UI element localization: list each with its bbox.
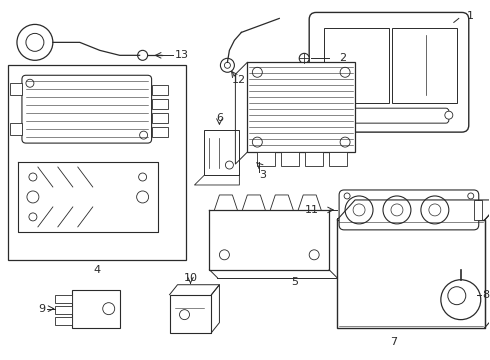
Circle shape — [353, 204, 365, 216]
Bar — [329, 152, 347, 166]
Text: 4: 4 — [93, 265, 100, 275]
Circle shape — [383, 196, 411, 224]
Circle shape — [29, 213, 37, 221]
Text: 7: 7 — [391, 337, 397, 347]
Circle shape — [29, 173, 37, 181]
Circle shape — [252, 67, 262, 77]
Text: 3: 3 — [259, 170, 267, 180]
Circle shape — [468, 193, 474, 199]
FancyBboxPatch shape — [309, 13, 469, 132]
Circle shape — [224, 62, 230, 68]
Text: 1: 1 — [467, 12, 474, 22]
Circle shape — [344, 193, 350, 199]
Text: 9: 9 — [38, 304, 45, 314]
Bar — [10, 83, 22, 95]
Bar — [324, 28, 389, 103]
Circle shape — [139, 173, 147, 181]
Circle shape — [441, 280, 481, 320]
Circle shape — [445, 111, 453, 119]
Text: 10: 10 — [183, 273, 197, 283]
Circle shape — [140, 131, 147, 139]
Circle shape — [345, 196, 373, 224]
Bar — [305, 152, 323, 166]
Bar — [247, 62, 355, 152]
Bar — [281, 152, 299, 166]
Bar — [72, 290, 120, 328]
FancyBboxPatch shape — [22, 75, 151, 143]
Circle shape — [309, 250, 319, 260]
FancyBboxPatch shape — [339, 190, 479, 230]
Circle shape — [225, 161, 233, 169]
Bar — [10, 123, 22, 135]
Text: 2: 2 — [339, 53, 346, 63]
Circle shape — [391, 204, 403, 216]
Text: 6: 6 — [216, 113, 223, 123]
Bar — [151, 113, 168, 123]
Circle shape — [429, 204, 441, 216]
Circle shape — [327, 111, 335, 119]
Circle shape — [299, 53, 309, 63]
Bar — [474, 200, 482, 220]
Circle shape — [421, 196, 449, 224]
Text: 13: 13 — [174, 50, 189, 60]
Bar — [257, 152, 275, 166]
Circle shape — [103, 303, 115, 315]
Text: 12: 12 — [232, 75, 246, 85]
Text: 8: 8 — [483, 290, 490, 300]
FancyBboxPatch shape — [321, 108, 449, 123]
Circle shape — [179, 310, 190, 320]
Bar — [55, 295, 72, 303]
Circle shape — [138, 50, 147, 60]
Text: 5: 5 — [291, 277, 298, 287]
Circle shape — [340, 137, 350, 147]
Circle shape — [26, 79, 34, 87]
Bar — [392, 28, 457, 103]
Bar — [151, 99, 168, 109]
Circle shape — [27, 191, 39, 203]
Circle shape — [448, 287, 466, 305]
Bar — [170, 295, 212, 333]
Circle shape — [17, 24, 53, 60]
Circle shape — [137, 191, 148, 203]
Text: 11: 11 — [305, 205, 319, 215]
Bar — [55, 306, 72, 314]
Circle shape — [26, 33, 44, 51]
Bar — [337, 220, 485, 328]
Circle shape — [252, 137, 262, 147]
Circle shape — [220, 58, 234, 72]
Bar — [151, 85, 168, 95]
Bar — [8, 65, 186, 260]
Circle shape — [220, 250, 229, 260]
Circle shape — [340, 67, 350, 77]
Bar — [55, 317, 72, 325]
Bar — [204, 130, 240, 175]
Bar — [151, 127, 168, 137]
